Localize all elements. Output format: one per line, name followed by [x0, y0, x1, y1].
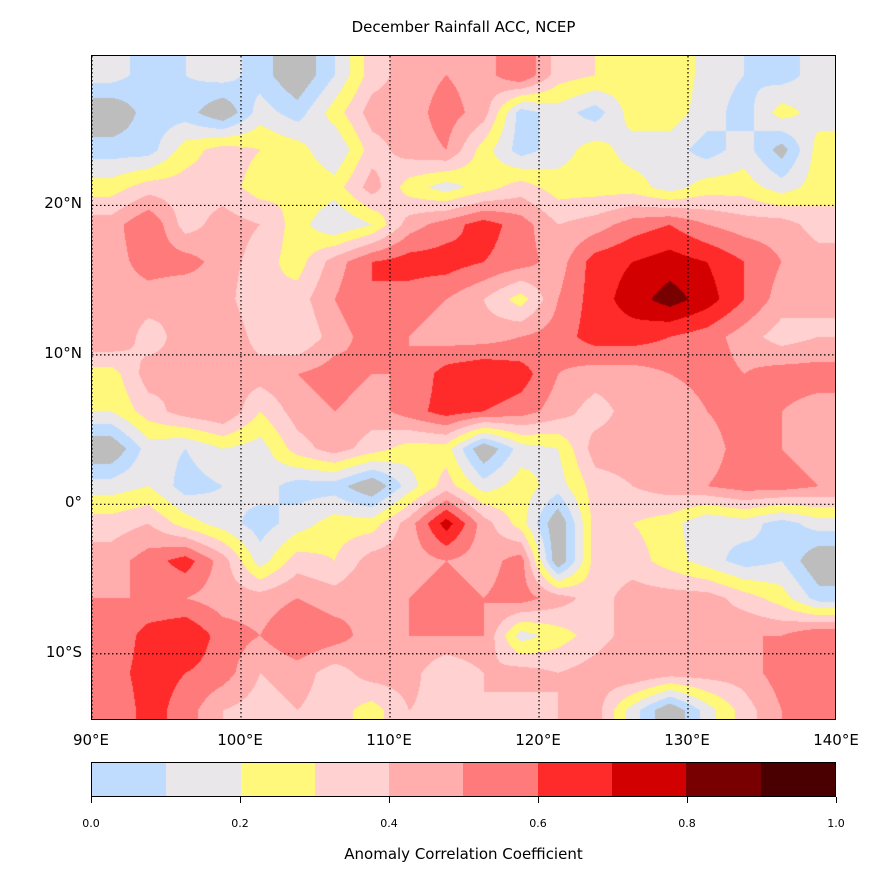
colorbar-tick — [836, 797, 837, 803]
y-tick-label: 10°S — [45, 642, 82, 661]
acc-contour-field — [92, 56, 835, 719]
colorbar-segment — [92, 763, 167, 796]
colorbar-tick — [240, 797, 241, 803]
colorbar-tick-label: 0.2 — [231, 817, 249, 830]
y-tick-label: 0° — [64, 493, 82, 512]
x-tick-label: 100°E — [217, 731, 263, 749]
colorbar-segment — [240, 763, 315, 796]
colorbar-tick-label: 0.4 — [380, 817, 398, 830]
y-tick-label: 20°N — [44, 194, 82, 213]
colorbar — [91, 762, 836, 797]
graticule — [92, 56, 835, 719]
colorbar-segment — [314, 763, 390, 796]
x-tick-label: 120°E — [515, 731, 561, 749]
colorbar-tick-label: 0.0 — [82, 817, 100, 830]
colorbar-segment — [760, 763, 835, 796]
colorbar-tick-label: 1.0 — [827, 817, 845, 830]
colorbar-tick — [91, 797, 92, 803]
colorbar-tick — [687, 797, 688, 803]
chart-title: December Rainfall ACC, NCEP — [351, 18, 576, 36]
colorbar-segment — [537, 763, 613, 796]
colorbar-label: Anomaly Correlation Coefficient — [344, 845, 583, 863]
x-tick-label: 110°E — [366, 731, 412, 749]
x-tick-label: 130°E — [664, 731, 710, 749]
x-tick-label: 90°E — [72, 731, 110, 749]
colorbar-segment — [166, 763, 241, 796]
colorbar-segment — [389, 763, 464, 796]
colorbar-segment — [463, 763, 538, 796]
colorbar-tick — [538, 797, 539, 803]
colorbar-tick — [389, 797, 390, 803]
colorbar-segment — [612, 763, 687, 796]
y-tick-label: 10°N — [44, 343, 82, 362]
colorbar-tick-label: 0.8 — [678, 817, 696, 830]
colorbar-tick-label: 0.6 — [529, 817, 547, 830]
colorbar-segment — [686, 763, 761, 796]
x-tick-label: 140°E — [813, 731, 859, 749]
map-plot-area — [91, 55, 836, 720]
